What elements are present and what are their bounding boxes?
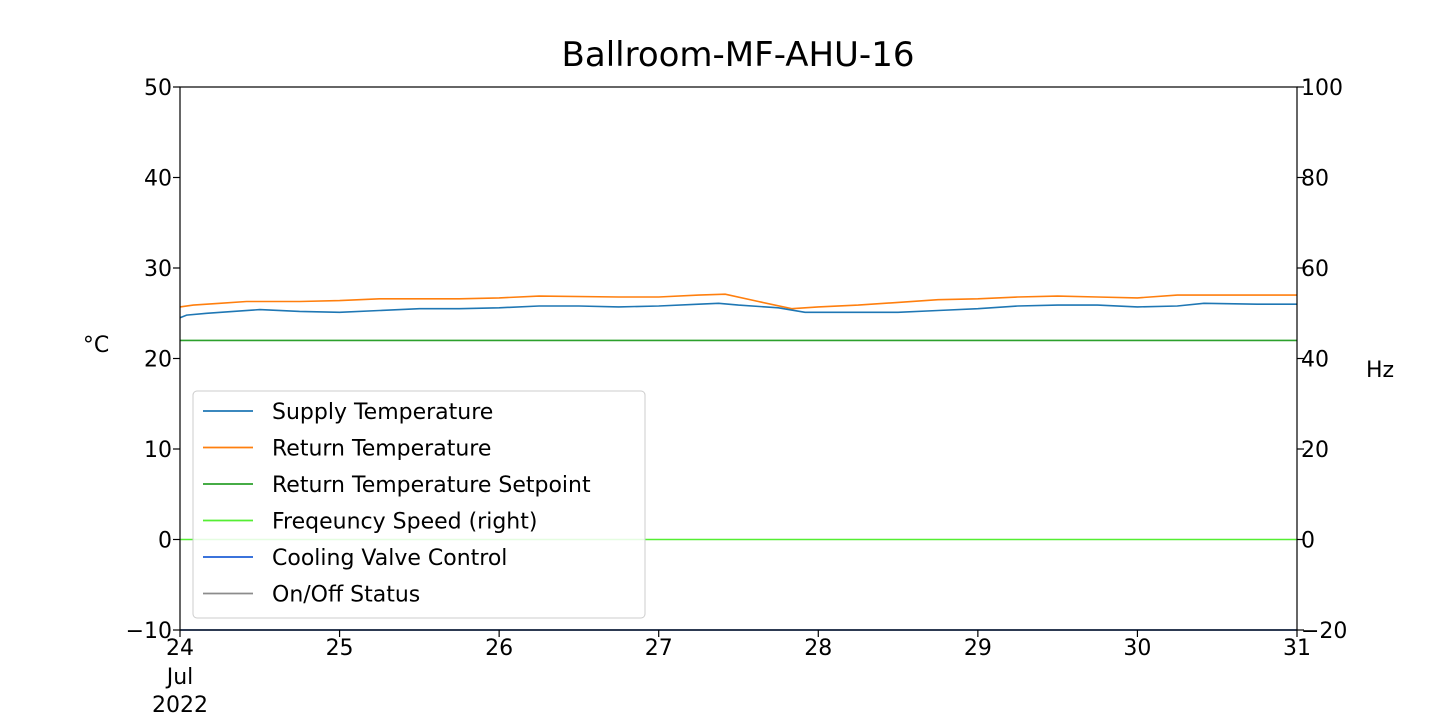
- x-tick-label: 31: [1283, 636, 1311, 661]
- x-tick-label: 26: [485, 636, 513, 661]
- x-tick-month-label: Jul: [165, 665, 194, 690]
- y-right-tick-label: 0: [1301, 529, 1315, 554]
- legend-label: Return Temperature Setpoint: [272, 473, 591, 498]
- y-left-tick-label: 50: [144, 76, 172, 101]
- x-tick-label: 29: [964, 636, 992, 661]
- legend-label: On/Off Status: [272, 583, 420, 608]
- legend: Supply Temperature Return Temperature Retu…: [192, 390, 646, 619]
- x-tick-label: 24: [166, 636, 194, 661]
- legend-box: [192, 390, 646, 619]
- y-right-tick-label: 20: [1301, 438, 1329, 463]
- x-tick-label: 28: [804, 636, 832, 661]
- chart-title: Ballroom-MF-AHU-16: [562, 35, 915, 75]
- y-left-tick-label: 30: [144, 257, 172, 282]
- y-left-tick-label: 20: [144, 348, 172, 373]
- y-right-tick-label: 40: [1301, 348, 1329, 373]
- legend-label: Freqeuncy Speed (right): [272, 510, 537, 535]
- x-tick-label: 25: [326, 636, 354, 661]
- y-axis-right-label: Hz: [1366, 358, 1394, 383]
- series-line-return-temperature: [179, 293, 1297, 310]
- y-right-tick-label: 100: [1301, 76, 1343, 101]
- y-left-tick-label: 10: [144, 438, 172, 463]
- x-tick-label: 30: [1123, 636, 1151, 661]
- axes: −10 0 10 20 30 40 50 −20 0 20 40 60 80 100 24 Jul 2022 25…: [126, 76, 1348, 718]
- y-right-tick-label: 80: [1301, 167, 1329, 192]
- series-line-supply-temperature: [179, 302, 1297, 319]
- legend-label: Supply Temperature: [272, 400, 493, 425]
- legend-label: Cooling Valve Control: [272, 546, 507, 571]
- y-left-tick-label: 0: [158, 529, 172, 554]
- y-left-tick-label: −10: [126, 619, 172, 644]
- legend-label: Return Temperature: [272, 437, 491, 462]
- x-tick-year-label: 2022: [152, 693, 208, 718]
- y-axis-left-label: °C: [83, 333, 109, 358]
- x-tick-label: 27: [645, 636, 673, 661]
- y-right-tick-label: −20: [1301, 619, 1347, 644]
- y-right-tick-label: 60: [1301, 257, 1329, 282]
- y-left-tick-label: 40: [144, 167, 172, 192]
